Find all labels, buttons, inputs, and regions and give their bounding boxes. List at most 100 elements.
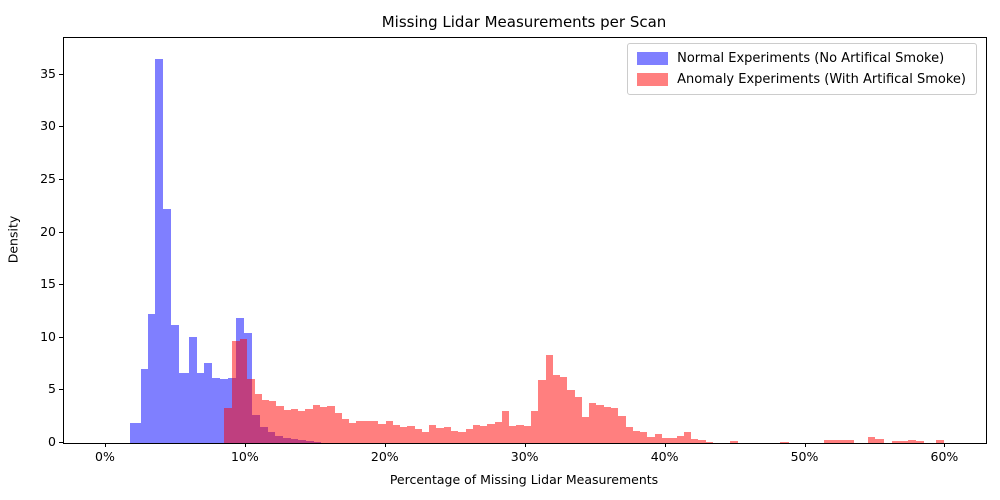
histogram-bar: [589, 403, 597, 443]
histogram-bar: [163, 209, 172, 443]
y-tick-mark: [59, 126, 63, 128]
y-tick-mark: [59, 73, 63, 75]
histogram-bar: [239, 338, 248, 443]
histogram-bar: [276, 406, 284, 443]
histogram-bar: [611, 408, 619, 443]
histogram-bar: [385, 421, 393, 443]
histogram-bar: [443, 427, 451, 443]
histogram-bar: [831, 439, 840, 443]
y-tick-label: 20: [40, 223, 56, 239]
legend-row-normal: Normal Experiments (No Artifical Smoke): [637, 51, 966, 66]
x-tick-mark: [524, 443, 526, 447]
histogram-bar: [780, 441, 789, 443]
x-tick-mark: [944, 443, 946, 447]
y-tick-label: 5: [48, 381, 56, 397]
x-tick-mark: [104, 443, 106, 447]
y-tick-mark: [59, 389, 63, 391]
y-tick-mark: [59, 442, 63, 443]
histogram-bars-layer: [64, 38, 986, 443]
x-tick-mark: [384, 443, 386, 447]
histogram-bar: [224, 408, 232, 443]
histogram-bar: [349, 423, 357, 443]
histogram-bar: [846, 440, 855, 443]
histogram-bar: [705, 441, 713, 443]
histogram-bar: [669, 438, 677, 443]
y-tick-mark: [59, 284, 63, 286]
y-tick-mark: [59, 231, 63, 233]
histogram-bar: [545, 355, 553, 443]
x-tick-label: 0%: [95, 449, 115, 464]
histogram-bar: [729, 441, 739, 443]
histogram-bar: [487, 424, 495, 443]
histogram-bar: [683, 432, 692, 443]
y-tick-mark: [59, 179, 63, 180]
histogram-bar: [480, 426, 488, 443]
histogram-bar: [458, 432, 466, 443]
histogram-bar: [465, 429, 473, 443]
histogram-bar: [147, 313, 156, 443]
histogram-bar: [494, 421, 502, 443]
histogram-bar: [676, 435, 684, 443]
histogram-bar: [220, 378, 228, 443]
histogram-bar: [298, 411, 306, 443]
histogram-bar: [691, 438, 699, 443]
histogram-bar: [625, 427, 633, 443]
histogram-bar: [363, 421, 371, 443]
histogram-bar: [892, 440, 900, 443]
legend: Normal Experiments (No Artifical Smoke) …: [627, 43, 977, 95]
histogram-bar: [305, 409, 313, 443]
histogram-bar: [867, 437, 876, 443]
histogram-bar: [647, 436, 655, 443]
histogram-bar: [400, 427, 408, 443]
legend-label-normal: Normal Experiments (No Artifical Smoke): [677, 51, 945, 66]
x-tick-label: 60%: [930, 449, 959, 464]
histogram-bar: [603, 406, 612, 443]
histogram-bar: [618, 416, 626, 443]
histogram-bar: [290, 409, 299, 443]
x-axis-label: Percentage of Missing Lidar Measurements: [389, 472, 659, 487]
y-tick-label: 30: [40, 118, 56, 134]
histogram-bar: [196, 372, 204, 443]
histogram-bar: [414, 429, 422, 443]
histogram-bar: [171, 325, 179, 443]
histogram-bar: [574, 396, 582, 443]
histogram-bar: [538, 379, 546, 443]
histogram-bar: [472, 425, 481, 443]
histogram-bar: [283, 410, 291, 443]
histogram-bar: [823, 440, 832, 443]
x-tick-label: 10%: [230, 449, 259, 464]
x-tick-mark: [664, 443, 666, 447]
y-tick-label: 15: [40, 276, 56, 292]
histogram-bar: [531, 411, 539, 443]
y-axis-label: Density: [5, 215, 21, 264]
x-tick-mark: [244, 443, 246, 447]
histogram-bar: [312, 405, 321, 443]
histogram-bar: [907, 440, 917, 443]
chart-title: Missing Lidar Measurements per Scan: [381, 13, 667, 31]
histogram-bar: [436, 428, 444, 443]
histogram-bar: [392, 424, 401, 443]
histogram-bar: [640, 432, 648, 443]
x-tick-mark: [804, 443, 806, 447]
histogram-bar: [516, 424, 524, 443]
histogram-bar: [261, 399, 270, 443]
y-tick-label: 0: [48, 434, 56, 449]
histogram-bar: [839, 439, 847, 443]
histogram-bar: [320, 407, 328, 443]
histogram-bar: [334, 412, 342, 443]
histogram-bar: [899, 440, 908, 443]
x-tick-label: 40%: [650, 449, 679, 464]
histogram-bar: [661, 437, 670, 443]
histogram-bar: [596, 405, 604, 443]
x-tick-label: 20%: [370, 449, 399, 464]
histogram-bar: [523, 426, 531, 443]
histogram-bar: [254, 394, 262, 443]
x-tick-label: 50%: [790, 449, 819, 464]
histogram-bar: [269, 400, 277, 443]
legend-swatch-anomaly: [637, 73, 669, 86]
histogram-bar: [421, 432, 430, 443]
histogram-bar: [698, 440, 706, 443]
histogram-bar: [654, 433, 662, 443]
y-tick-label: 10: [40, 328, 56, 344]
